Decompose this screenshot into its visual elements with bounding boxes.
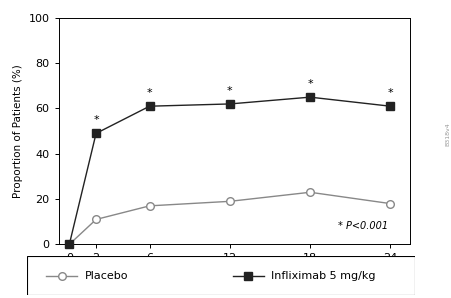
Text: Placebo: Placebo (85, 271, 129, 281)
Text: *: * (93, 115, 99, 125)
FancyBboxPatch shape (27, 256, 415, 295)
Text: *: * (147, 88, 152, 98)
Text: * P<0.001: * P<0.001 (337, 221, 388, 231)
Y-axis label: Proportion of Patients (%): Proportion of Patients (%) (13, 64, 23, 198)
X-axis label: Week: Week (219, 269, 250, 279)
Text: *: * (387, 88, 393, 98)
Text: B318v4: B318v4 (445, 122, 450, 146)
Text: *: * (227, 86, 233, 96)
Text: *: * (307, 79, 313, 89)
Text: Infliximab 5 mg/kg: Infliximab 5 mg/kg (272, 271, 376, 281)
